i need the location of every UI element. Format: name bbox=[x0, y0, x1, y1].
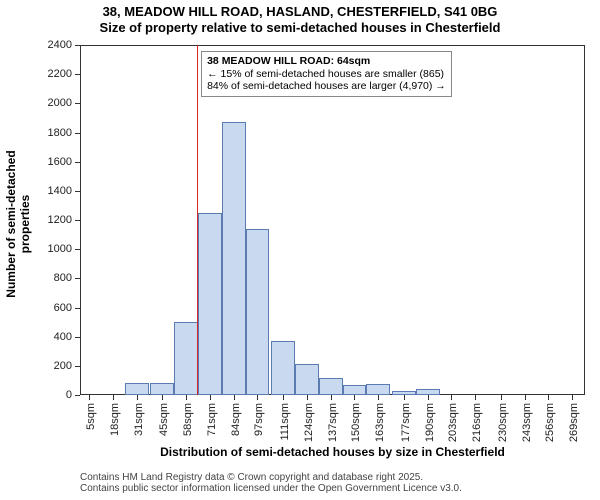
histogram-bar bbox=[343, 385, 367, 395]
x-tick-label: 111sqm bbox=[279, 403, 291, 441]
histogram-bar bbox=[271, 341, 295, 395]
footnote: Contains HM Land Registry data © Crown c… bbox=[80, 472, 462, 494]
x-tick-label: 203sqm bbox=[447, 403, 459, 442]
x-tick-label: 256sqm bbox=[544, 403, 556, 442]
x-tick-label: 18sqm bbox=[109, 403, 121, 436]
x-tick-label: 243sqm bbox=[521, 403, 533, 442]
y-tick-label: 400 bbox=[54, 331, 72, 343]
histogram-bar bbox=[222, 122, 246, 395]
annotation-line: ← 15% of semi-detached houses are smalle… bbox=[207, 68, 446, 81]
x-tick-label: 58sqm bbox=[182, 403, 194, 436]
x-tick-label: 190sqm bbox=[424, 403, 436, 442]
histogram-bar bbox=[198, 213, 222, 395]
y-tick-label: 200 bbox=[54, 360, 72, 372]
x-tick-label: 124sqm bbox=[303, 403, 315, 442]
footnote-line2: Contains public sector information licen… bbox=[80, 483, 462, 494]
histogram-bar bbox=[150, 383, 174, 395]
y-tick-label: 1600 bbox=[48, 156, 72, 168]
histogram-bar bbox=[319, 378, 343, 396]
annotation-line: 38 MEADOW HILL ROAD: 64sqm bbox=[207, 55, 446, 68]
y-tick-label: 800 bbox=[54, 272, 72, 284]
x-tick-label: 97sqm bbox=[253, 403, 265, 436]
y-tick-label: 1800 bbox=[48, 127, 72, 139]
title-line1: 38, MEADOW HILL ROAD, HASLAND, CHESTERFI… bbox=[0, 4, 600, 20]
y-tick-label: 600 bbox=[54, 302, 72, 314]
x-tick-label: 137sqm bbox=[327, 403, 339, 442]
x-axis-label: Distribution of semi-detached houses by … bbox=[80, 445, 585, 459]
x-tick-label: 177sqm bbox=[400, 403, 412, 442]
y-tick-label: 1400 bbox=[48, 185, 72, 197]
x-tick-label: 269sqm bbox=[568, 403, 580, 442]
annotation-box: 38 MEADOW HILL ROAD: 64sqm← 15% of semi-… bbox=[201, 51, 452, 97]
annotation-line: 84% of semi-detached houses are larger (… bbox=[207, 80, 446, 93]
plot-area: 0200400600800100012001400160018002000220… bbox=[80, 45, 585, 395]
y-tick-label: 1200 bbox=[48, 214, 72, 226]
histogram-bar bbox=[366, 384, 390, 395]
x-tick-label: 150sqm bbox=[350, 403, 362, 442]
x-tick-label: 31sqm bbox=[133, 403, 145, 436]
x-tick-label: 71sqm bbox=[206, 403, 218, 436]
y-axis-label: Number of semi-detached properties bbox=[4, 124, 32, 324]
title-line2: Size of property relative to semi-detach… bbox=[0, 20, 600, 36]
y-tick-label: 2200 bbox=[48, 68, 72, 80]
x-tick-label: 45sqm bbox=[158, 403, 170, 436]
histogram-bar bbox=[295, 364, 319, 395]
histogram-bar bbox=[125, 383, 149, 395]
x-tick-label: 84sqm bbox=[230, 403, 242, 436]
x-tick-label: 216sqm bbox=[471, 403, 483, 442]
x-tick-label: 230sqm bbox=[497, 403, 509, 442]
chart-title: 38, MEADOW HILL ROAD, HASLAND, CHESTERFI… bbox=[0, 4, 600, 37]
x-tick-label: 5sqm bbox=[85, 403, 97, 430]
y-tick-label: 1000 bbox=[48, 243, 72, 255]
y-tick-label: 0 bbox=[66, 389, 72, 401]
histogram-bar bbox=[246, 229, 270, 395]
x-tick-label: 163sqm bbox=[374, 403, 386, 442]
footnote-line1: Contains HM Land Registry data © Crown c… bbox=[80, 472, 462, 483]
reference-line bbox=[197, 45, 198, 395]
histogram-bar bbox=[174, 322, 198, 395]
y-tick-label: 2000 bbox=[48, 97, 72, 109]
y-tick-label: 2400 bbox=[48, 39, 72, 51]
